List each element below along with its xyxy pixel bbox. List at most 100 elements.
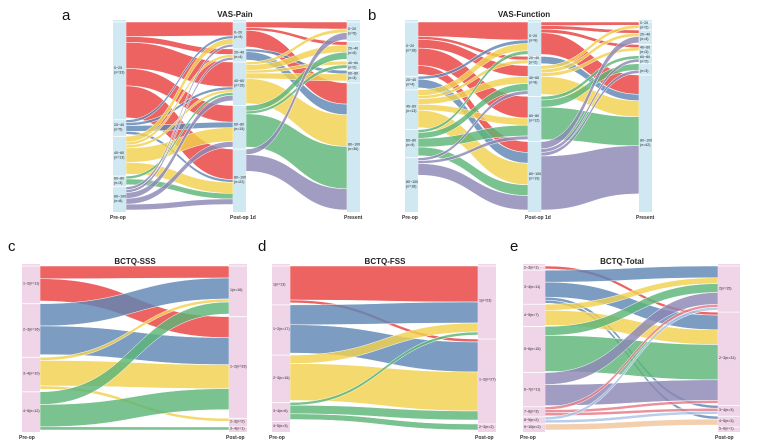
node-label: 4~5(n=12) <box>23 409 40 413</box>
node-count: (n=9) <box>406 143 415 147</box>
panel-letter: e <box>510 238 518 255</box>
flow-d-0-1-0 <box>289 301 479 325</box>
flow-a-0-0-0 <box>125 21 234 37</box>
node-label: 3~4(n=3) <box>719 408 734 412</box>
node-label: 2~3(n=31) <box>719 356 736 360</box>
panel-letter: a <box>62 7 71 24</box>
node-count: (n=12) <box>529 119 540 123</box>
node-label: 3~4(n=10) <box>23 371 40 375</box>
node-label: 1~2(n=17) <box>273 327 290 331</box>
flow-b-1-0-0 <box>540 21 640 26</box>
panel-e: 2~3(n=1) 3~4(n=11) 4~5(n=7) 5~6(n=15) 6~7(n=… <box>510 238 740 441</box>
node-label: 1(n=16) <box>230 288 243 292</box>
node-count: (n=3) <box>640 50 649 54</box>
node-count: (n=2) <box>640 26 649 30</box>
node-label: 80~100 <box>640 139 652 143</box>
node-label: 60~80 <box>234 122 244 126</box>
panel-a: 0~20(n=33)20~40(n=5)40~60(n=13)60~80(n=3… <box>62 7 363 221</box>
chart-title: VAS-Pain <box>217 10 253 19</box>
panel-b: 0~20(n=18)20~40(n=4)40~60(n=13)60~80(n=9… <box>368 7 655 221</box>
panel-c: 1~2(n=11) 2~3(n=16) 3~4(n=10) 4~5(n=12) 1(n=… <box>8 238 247 441</box>
chart-title: BCTQ-FSS <box>365 257 407 266</box>
node-label: 8~9(n=2) <box>524 418 539 422</box>
node-label: 2~3(n=2) <box>479 425 494 429</box>
node-label: 0~20 <box>529 34 537 38</box>
node-label: 60~80 <box>406 139 416 143</box>
node-count: (n=2) <box>640 59 649 63</box>
stage-label-b-0: Pre-op <box>402 215 418 221</box>
node-count: (n=4) <box>640 37 649 41</box>
node-label: 20~40 <box>234 50 244 54</box>
flow-b-1-4-5 <box>540 145 640 211</box>
node-count: (n=2) <box>348 65 357 69</box>
node-count: (n=9) <box>234 35 243 39</box>
node-count: (n=5) <box>114 128 123 132</box>
node-count: (n=4) <box>234 55 243 59</box>
node-count: (n=18) <box>406 49 417 53</box>
node-count: (n=18) <box>406 184 417 188</box>
node-label: 1~2(n=11) <box>23 282 39 286</box>
node-label: 5~6(n=15) <box>524 347 541 351</box>
node-label: 1~2(n=27) <box>479 378 496 382</box>
links <box>289 265 479 431</box>
node-label: 20~40 <box>640 32 650 36</box>
node-count: (n=3) <box>114 181 123 185</box>
node-label: 9~10(n=2) <box>524 425 541 429</box>
node-label: 40~60 <box>406 105 416 109</box>
node-label: 5~6(n=1) <box>719 427 734 431</box>
node-label: 2~3(n=16) <box>273 376 290 380</box>
node-label: 80~100 <box>348 142 360 146</box>
node-label: 40~60 <box>348 61 358 65</box>
stage-label-b-2: Present <box>636 215 655 221</box>
stage-label-a-1: Post-op 1d <box>230 215 256 221</box>
node-count: (n=3) <box>640 69 649 73</box>
node-column-e-0 <box>523 264 545 432</box>
node-label: 60~80 <box>114 176 124 180</box>
node-label: 80~100 <box>529 172 541 176</box>
node-count: (n=13) <box>114 156 125 160</box>
stage-label-a-2: Present <box>344 215 363 221</box>
node-count: (n=8) <box>529 81 538 85</box>
node-column-a-2 <box>347 20 360 212</box>
flow-c-0-0-0 <box>39 265 230 279</box>
node-label: 40~60 <box>234 79 244 83</box>
node-label: 20~40 <box>406 78 416 82</box>
stage-label-c-0: Pre-op <box>19 435 35 441</box>
node-count: (n=2) <box>529 61 538 65</box>
node-label: 2(n=15) <box>719 286 732 290</box>
node-label: 2~3(n=16) <box>23 327 40 331</box>
node-count: (n=22) <box>234 180 245 184</box>
node-label: 0~20 <box>406 44 414 48</box>
node-column-c-1 <box>229 264 247 432</box>
node-count: (n=5) <box>348 51 357 55</box>
node-column-b-0 <box>405 20 418 212</box>
node-count: (n=3) <box>348 76 357 80</box>
node-label: 4~5(n=7) <box>524 313 539 317</box>
node-label: 20~40 <box>529 56 539 60</box>
node-label: 60~80 <box>529 114 539 118</box>
node-label: 3~4(n=6) <box>273 409 288 413</box>
flow-b-0-4-4 <box>417 163 529 211</box>
panel-letter: b <box>368 7 376 24</box>
node-label: 0~20 <box>114 66 122 70</box>
node-label: 20~40 <box>348 46 358 50</box>
node-count: (n=13) <box>406 109 417 113</box>
node-label: 20~40 <box>114 123 124 127</box>
panel-letter: d <box>258 238 266 255</box>
links <box>39 265 230 431</box>
links <box>417 21 640 211</box>
node-column-d-0 <box>272 264 290 432</box>
stage-label-a-0: Pre-op <box>110 215 126 221</box>
node-label: 1(n=13) <box>273 283 286 287</box>
node-label: 40~60 <box>114 151 124 155</box>
node-label: 7~8(n=3) <box>524 409 539 413</box>
node-column-a-0 <box>113 20 126 212</box>
chart-title: BCTQ-SSS <box>114 257 156 266</box>
node-label: 0~20 <box>234 30 242 34</box>
panel-letter: c <box>8 238 16 255</box>
flow-d-0-0-0 <box>289 265 479 303</box>
node-label: 80~100 <box>406 180 418 184</box>
node-column-a-1 <box>233 20 246 212</box>
node-label: 60~80 <box>640 55 650 59</box>
